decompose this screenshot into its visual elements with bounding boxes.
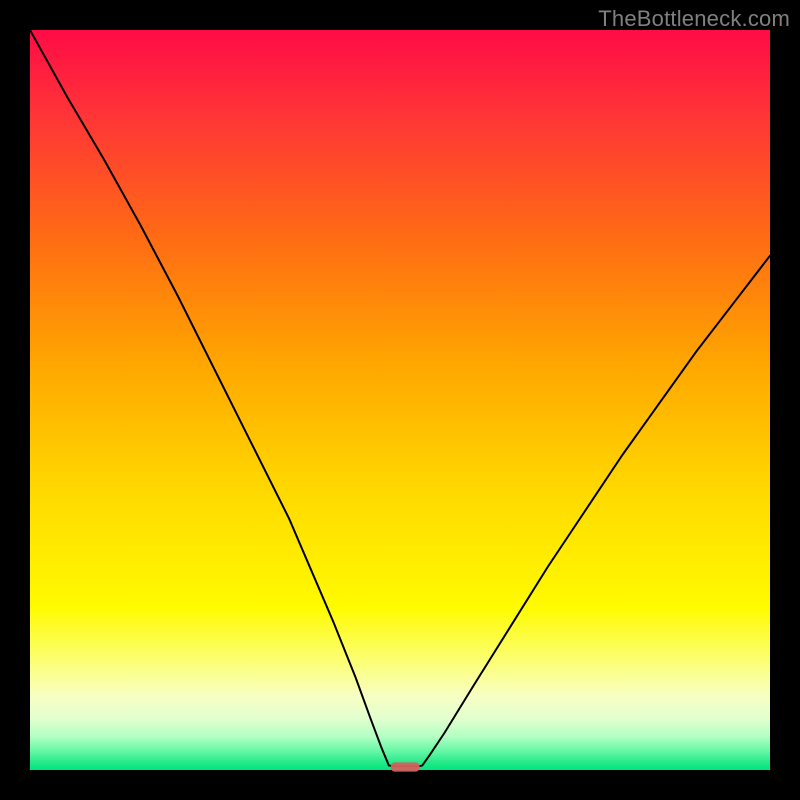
bottleneck-chart-container: TheBottleneck.com — [0, 0, 800, 800]
bottleneck-chart — [0, 0, 800, 800]
plot-area — [30, 30, 770, 770]
optimum-marker — [391, 762, 420, 771]
watermark-text: TheBottleneck.com — [598, 6, 790, 32]
